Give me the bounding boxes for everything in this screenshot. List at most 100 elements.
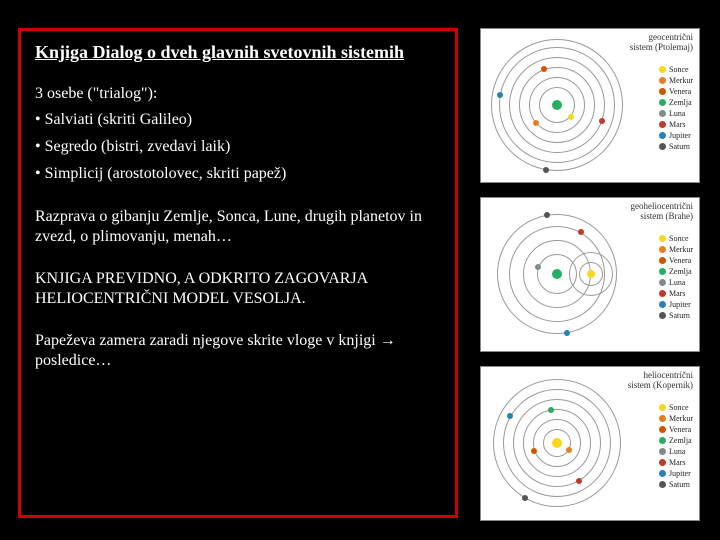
legend-item: Zemlja bbox=[659, 436, 693, 445]
center-body bbox=[552, 100, 562, 110]
legend-label: Saturn bbox=[669, 480, 690, 489]
legend-dot bbox=[659, 121, 666, 128]
legend-item: Sonce bbox=[659, 65, 693, 74]
diagram-geoheliocentric: geoheliocentričnisistem (Brahe) Sonce Merk… bbox=[480, 197, 700, 352]
planet-dot bbox=[522, 495, 528, 501]
legend-label: Sonce bbox=[669, 234, 689, 243]
legend-dot bbox=[659, 246, 666, 253]
legend-dot bbox=[659, 66, 666, 73]
legend-item: Venera bbox=[659, 256, 693, 265]
legend-item: Sonce bbox=[659, 234, 693, 243]
legend-dot bbox=[659, 415, 666, 422]
legend-item: Jupiter bbox=[659, 131, 693, 140]
paragraph-1: Razprava o gibanju Zemlje, Sonca, Lune, … bbox=[35, 207, 441, 247]
legend-dot bbox=[659, 312, 666, 319]
legend-dot bbox=[659, 99, 666, 106]
center-body bbox=[552, 269, 562, 279]
legend-item: Luna bbox=[659, 447, 693, 456]
legend-item: Jupiter bbox=[659, 300, 693, 309]
legend-dot bbox=[659, 143, 666, 150]
diagrams-column: geocentričnisistem (Ptolemaj) Sonce Merkur… bbox=[480, 28, 702, 535]
paragraph-3: Papeževa zamera zaradi njegove skrite vl… bbox=[35, 331, 441, 371]
legend-item: Merkur bbox=[659, 414, 693, 423]
legend-dot bbox=[659, 404, 666, 411]
legend-item: Jupiter bbox=[659, 469, 693, 478]
legend: Sonce Merkur Venera Zemlja Luna Mars Jupiter Sa… bbox=[659, 403, 693, 491]
legend-label: Luna bbox=[669, 278, 685, 287]
orbit-area bbox=[487, 373, 627, 513]
legend-label: Luna bbox=[669, 109, 685, 118]
legend-label: Saturn bbox=[669, 142, 690, 151]
planet-dot bbox=[564, 330, 570, 336]
planet-dot bbox=[497, 92, 503, 98]
legend-item: Zemlja bbox=[659, 267, 693, 276]
legend-label: Sonce bbox=[669, 65, 689, 74]
legend-item: Venera bbox=[659, 87, 693, 96]
legend-item: Sonce bbox=[659, 403, 693, 412]
legend-item: Mars bbox=[659, 289, 693, 298]
legend-item: Mars bbox=[659, 120, 693, 129]
legend-label: Zemlja bbox=[669, 267, 692, 276]
legend-label: Jupiter bbox=[669, 131, 691, 140]
legend-dot bbox=[659, 290, 666, 297]
legend-dot bbox=[659, 268, 666, 275]
legend-dot bbox=[659, 448, 666, 455]
slide-title: Knjiga Dialog o dveh glavnih svetovnih s… bbox=[35, 41, 441, 64]
legend-label: Zemlja bbox=[669, 436, 692, 445]
legend-label: Merkur bbox=[669, 76, 693, 85]
planet-dot bbox=[548, 407, 554, 413]
legend-label: Merkur bbox=[669, 245, 693, 254]
diagram-label: geocentričnisistem (Ptolemaj) bbox=[630, 33, 693, 53]
legend-item: Saturn bbox=[659, 311, 693, 320]
secondary-center bbox=[587, 270, 595, 278]
legend-label: Venera bbox=[669, 87, 691, 96]
legend-item: Luna bbox=[659, 278, 693, 287]
bullet-3: • Simplicij (arostotolovec, skriti papež… bbox=[35, 164, 441, 185]
legend-item: Zemlja bbox=[659, 98, 693, 107]
legend: Sonce Merkur Venera Zemlja Luna Mars Jupiter Sa… bbox=[659, 65, 693, 153]
diagram-heliocentric: heliocentričnisistem (Kopernik) Sonce Merk… bbox=[480, 366, 700, 521]
legend-label: Mars bbox=[669, 289, 685, 298]
legend-dot bbox=[659, 437, 666, 444]
orbit-area bbox=[487, 35, 627, 175]
legend-item: Mars bbox=[659, 458, 693, 467]
legend-item: Luna bbox=[659, 109, 693, 118]
center-body bbox=[552, 438, 562, 448]
legend-label: Jupiter bbox=[669, 300, 691, 309]
legend-dot bbox=[659, 481, 666, 488]
legend-item: Merkur bbox=[659, 245, 693, 254]
legend-dot bbox=[659, 257, 666, 264]
diagram-label: heliocentričnisistem (Kopernik) bbox=[628, 371, 693, 391]
legend-label: Luna bbox=[669, 447, 685, 456]
legend-dot bbox=[659, 132, 666, 139]
legend-dot bbox=[659, 235, 666, 242]
legend-dot bbox=[659, 470, 666, 477]
legend-item: Venera bbox=[659, 425, 693, 434]
legend-label: Venera bbox=[669, 256, 691, 265]
legend-dot bbox=[659, 459, 666, 466]
legend-dot bbox=[659, 426, 666, 433]
bullet-2: • Segredo (bistri, zvedavi laik) bbox=[35, 137, 441, 158]
legend-dot bbox=[659, 279, 666, 286]
planet-dot bbox=[543, 167, 549, 173]
legend-label: Mars bbox=[669, 120, 685, 129]
planet-dot bbox=[568, 114, 574, 120]
legend-dot bbox=[659, 110, 666, 117]
legend-item: Merkur bbox=[659, 76, 693, 85]
planet-dot bbox=[544, 212, 550, 218]
bullet-1: • Salviati (skriti Galileo) bbox=[35, 110, 441, 131]
legend-label: Venera bbox=[669, 425, 691, 434]
legend-dot bbox=[659, 301, 666, 308]
text-panel: Knjiga Dialog o dveh glavnih svetovnih s… bbox=[18, 28, 458, 518]
legend-dot bbox=[659, 77, 666, 84]
legend-label: Zemlja bbox=[669, 98, 692, 107]
legend-label: Mars bbox=[669, 458, 685, 467]
legend-item: Saturn bbox=[659, 480, 693, 489]
paragraph-2: KNJIGA PREVIDNO, A ODKRITO ZAGOVARJA HEL… bbox=[35, 269, 441, 309]
orbit-area bbox=[487, 204, 627, 344]
legend: Sonce Merkur Venera Zemlja Luna Mars Jupiter Sa… bbox=[659, 234, 693, 322]
diagram-geocentric: geocentričnisistem (Ptolemaj) Sonce Merkur… bbox=[480, 28, 700, 183]
legend-label: Jupiter bbox=[669, 469, 691, 478]
diagram-label: geoheliocentričnisistem (Brahe) bbox=[631, 202, 693, 222]
intro-line: 3 osebe ("trialog"): bbox=[35, 84, 441, 105]
